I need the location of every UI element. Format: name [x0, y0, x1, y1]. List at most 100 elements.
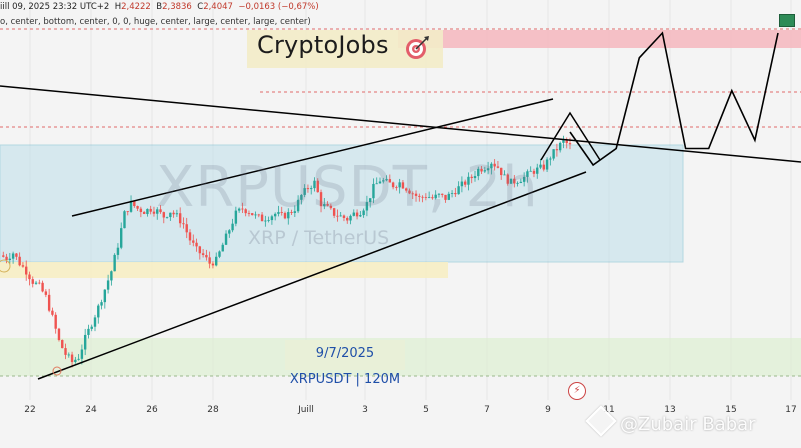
candle-body — [74, 359, 77, 363]
candle-body — [25, 266, 28, 275]
candle-body — [185, 224, 188, 233]
candle-body — [162, 212, 165, 218]
candle-body — [568, 143, 572, 145]
candle-body — [486, 168, 490, 171]
candle-body — [228, 230, 231, 234]
candle-body — [5, 256, 8, 260]
candle-body — [215, 256, 218, 266]
descending-trendline[interactable] — [0, 85, 801, 163]
channel-upper-trendline[interactable] — [71, 98, 554, 217]
candle-body — [178, 213, 182, 224]
date-label-background — [285, 340, 405, 370]
candle-body — [529, 170, 532, 172]
x-tick-label: Juill — [298, 405, 314, 415]
candle-body — [477, 168, 480, 177]
candle-body — [34, 282, 38, 284]
candle-body — [93, 317, 97, 327]
candle-body — [388, 179, 392, 183]
candle-body — [270, 216, 274, 221]
candle-body — [414, 193, 418, 196]
channel-lower-trendline[interactable] — [37, 171, 587, 380]
candle-body — [467, 176, 470, 185]
candle-body — [18, 256, 21, 266]
candle-body — [349, 215, 352, 221]
candle-body — [47, 294, 51, 311]
candle-body — [431, 197, 434, 199]
candle-body — [169, 212, 172, 218]
candle-body — [182, 223, 185, 225]
candle-body — [123, 211, 126, 229]
candle-body — [231, 223, 234, 231]
ohlc-h-label: H — [114, 2, 122, 12]
candle-body — [444, 194, 447, 200]
candle-body — [201, 253, 205, 255]
candle-body — [552, 149, 555, 159]
candle-body — [218, 251, 221, 257]
candle-body — [408, 190, 411, 194]
candle-body — [490, 163, 493, 169]
candle-body — [536, 167, 539, 174]
candle-body — [434, 194, 437, 199]
candle-body — [136, 206, 139, 209]
candle-body — [427, 197, 431, 199]
candle-body — [342, 215, 346, 218]
candle-body — [211, 263, 215, 266]
candle-body — [437, 193, 441, 195]
candle-body — [372, 183, 375, 199]
candle-body — [545, 159, 549, 170]
candle-body — [526, 171, 529, 177]
candle-body — [198, 246, 202, 254]
candle-body — [447, 193, 450, 200]
candle-body — [61, 340, 64, 349]
candle-body — [565, 139, 568, 144]
author-credit: @Zubair Babar — [585, 405, 756, 437]
annotation-pair: XRPUSDT | 120M — [289, 372, 401, 387]
candles — [2, 135, 572, 368]
support-zone-yellow — [0, 262, 448, 278]
local-zigzag — [540, 111, 601, 161]
candle-body — [513, 178, 516, 184]
candle-body — [421, 196, 424, 198]
candle-body — [332, 208, 336, 216]
ohlc-header: iill 09, 2025 23:32 UTC+2 H2,4222 B2,383… — [0, 2, 319, 12]
candle-body — [54, 314, 57, 329]
candle-body — [195, 242, 198, 247]
candle-body — [359, 215, 362, 217]
candle-body — [64, 348, 67, 355]
candle-body — [470, 176, 473, 179]
candle-body — [365, 202, 369, 211]
candle-body — [401, 182, 405, 189]
x-tick-label: 7 — [484, 405, 490, 415]
candle-body — [375, 183, 378, 185]
candle-body — [113, 254, 116, 272]
x-tick-label: 24 — [85, 405, 97, 415]
candle-body — [126, 211, 129, 213]
candle-body — [539, 164, 542, 168]
candle-body — [306, 188, 310, 190]
candle-body — [300, 194, 303, 200]
candle-body — [496, 166, 500, 168]
ohlc-c-label: C — [197, 2, 204, 12]
candle-body — [257, 214, 260, 216]
date-line: iill 09, 2025 23:32 UTC+2 — [0, 2, 110, 12]
low-marker — [52, 366, 62, 376]
projection-path[interactable] — [569, 31, 779, 167]
candle-body — [329, 205, 333, 209]
candle-body — [398, 182, 401, 188]
candle-body — [241, 208, 244, 210]
binance-square-icon — [585, 405, 617, 437]
candle-body — [346, 217, 349, 221]
candle-body — [290, 212, 293, 213]
candle-body — [129, 200, 133, 212]
candle-body — [142, 212, 146, 215]
candle-body — [8, 258, 12, 260]
lightning-icon[interactable]: ⚡ — [568, 382, 586, 400]
candle-body — [80, 349, 84, 359]
candle-body — [221, 244, 224, 252]
candle-body — [460, 181, 464, 187]
symbol-description-watermark: XRP / TetherUS — [248, 227, 390, 249]
candle-body — [267, 220, 270, 221]
candle-body — [542, 164, 545, 170]
candle-body — [77, 358, 80, 360]
